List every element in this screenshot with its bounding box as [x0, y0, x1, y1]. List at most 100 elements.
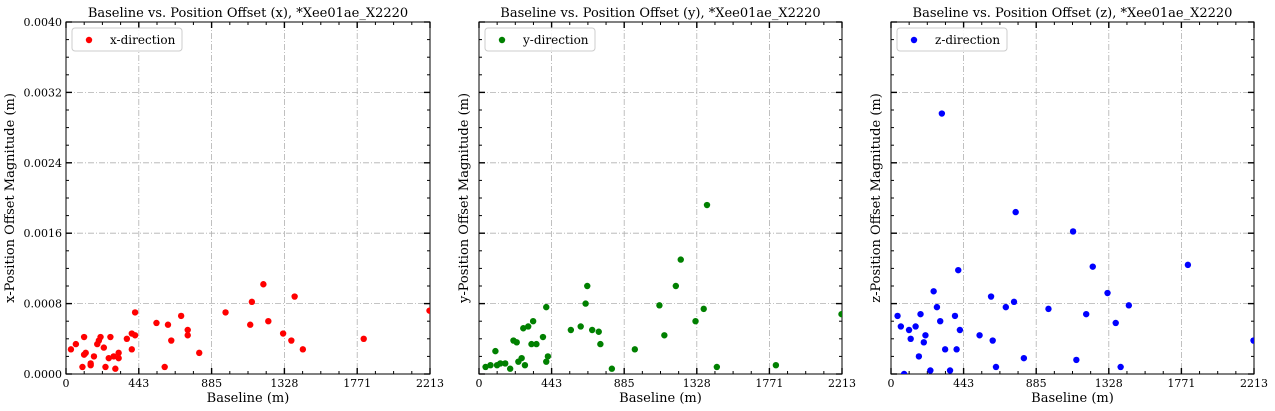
data-point: [482, 363, 489, 371]
data-point: [265, 318, 272, 325]
data-point: [184, 332, 191, 339]
x-tick-label: 2213: [828, 377, 856, 390]
data-point: [67, 346, 75, 353]
legend: y-direction: [484, 27, 596, 52]
data-point: [177, 312, 185, 320]
legend-marker: [498, 36, 506, 44]
x-tick-label: 443: [541, 377, 562, 390]
data-point: [1020, 354, 1028, 362]
data-point: [102, 363, 109, 371]
data-point: [608, 365, 616, 372]
data-point: [184, 326, 191, 334]
data-point: [1073, 356, 1080, 364]
data-point: [164, 321, 172, 328]
data-point: [502, 360, 509, 367]
data-point: [288, 337, 295, 344]
scatter-points: [482, 201, 842, 372]
data-point: [900, 370, 908, 374]
data-point: [529, 318, 537, 325]
y-tick-label: 0.0008: [24, 298, 63, 311]
data-point: [105, 354, 112, 362]
data-point: [528, 340, 535, 348]
data-point: [955, 266, 962, 274]
data-point: [656, 302, 663, 309]
data-point: [543, 303, 550, 311]
y-tick-label: 0.0024: [24, 157, 63, 170]
data-point: [492, 347, 499, 355]
data-point: [661, 332, 668, 339]
data-point: [79, 363, 86, 371]
data-point: [1125, 302, 1133, 309]
data-point: [987, 293, 995, 300]
x-tick-label: 1328: [683, 377, 711, 390]
data-point: [912, 323, 919, 330]
data-point: [299, 346, 307, 353]
y-axis-label: z-Position Offset Magnitude (m): [869, 93, 884, 303]
legend-label: y-direction: [522, 33, 589, 47]
data-point: [168, 337, 175, 344]
data-point: [597, 340, 604, 348]
data-point: [196, 349, 203, 357]
data-point: [1069, 228, 1077, 235]
chart-panel-1: 0 443 885 1328 1771 2213 0.0000 0.0008 0.0016 0.0…: [3, 6, 444, 406]
x-axis-label: Baseline (m): [619, 391, 702, 406]
x-tick-label: 0: [63, 377, 70, 390]
data-point: [112, 365, 119, 372]
x-tick-label: 0: [476, 377, 483, 390]
legend-label: x-direction: [110, 33, 176, 47]
x-tick-label: 1771: [755, 377, 783, 390]
data-point: [153, 319, 160, 327]
data-point: [1082, 310, 1090, 318]
data-point: [123, 335, 131, 342]
data-point: [976, 332, 983, 339]
y-tick-label: 0.0016: [24, 227, 63, 240]
x-axis-label: Baseline (m): [207, 391, 290, 406]
data-point: [772, 362, 780, 369]
data-point: [539, 333, 547, 341]
data-point: [567, 326, 575, 334]
chart-panel-3: 0 443 885 1328 1771 2213 Baseline vs. Position…: [869, 6, 1268, 406]
legend: x-direction: [71, 27, 183, 52]
data-point: [595, 328, 602, 335]
data-point: [520, 325, 527, 332]
x-tick-label: 2213: [416, 377, 444, 390]
data-point: [521, 362, 529, 369]
x-tick-label: 0: [888, 377, 895, 390]
chart-title: Baseline vs. Position Offset (y), *Xee01…: [500, 6, 820, 21]
data-point: [115, 349, 122, 357]
data-point: [506, 365, 514, 372]
data-point: [672, 282, 680, 290]
data-point: [937, 318, 944, 325]
data-point: [938, 110, 946, 117]
axes-frame: [478, 21, 843, 375]
data-point: [992, 363, 1000, 371]
data-point: [1002, 303, 1010, 311]
data-point: [110, 353, 117, 360]
data-point: [115, 354, 122, 362]
x-tick-label: 443: [953, 377, 974, 390]
data-point: [703, 201, 711, 209]
data-point: [941, 346, 949, 353]
data-point: [161, 363, 168, 371]
legend-label: z-direction: [935, 33, 1000, 47]
data-point: [513, 339, 520, 346]
data-point: [588, 326, 596, 334]
y-tick-label: 0.0000: [24, 368, 63, 381]
data-point: [260, 281, 267, 288]
chart-title: Baseline vs. Position Offset (x), *Xee01…: [88, 6, 408, 21]
x-tick-label: 2213: [1240, 377, 1268, 390]
data-point: [1250, 337, 1254, 344]
data-point: [915, 353, 923, 360]
data-point: [1089, 263, 1096, 270]
data-point: [917, 310, 924, 318]
data-point: [222, 309, 229, 316]
data-point: [946, 367, 954, 374]
data-point: [1010, 298, 1018, 306]
x-axis-label: Baseline (m): [1031, 391, 1114, 406]
axes-frame: [65, 21, 431, 375]
data-point: [497, 360, 504, 367]
chart-title: Baseline vs. Position Offset (z), *Xee01…: [913, 6, 1233, 21]
y-tick-label: 0.0040: [24, 16, 63, 29]
data-point: [692, 318, 699, 325]
x-tick-label: 1771: [343, 377, 371, 390]
